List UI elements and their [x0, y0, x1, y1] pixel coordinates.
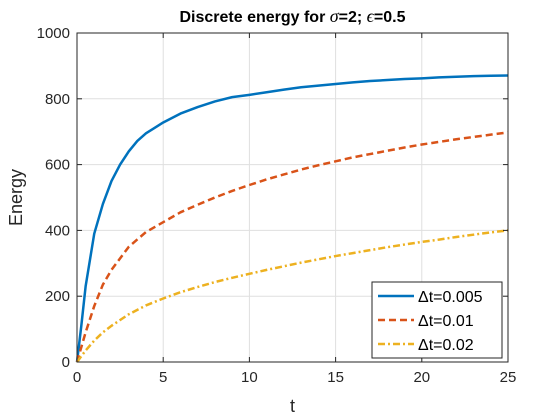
chart-title: Discrete energy for σ=2; ϵ=0.5	[179, 6, 405, 26]
y-tick-label: 0	[62, 354, 70, 371]
x-tick-label: 10	[241, 369, 258, 386]
chart-title-sigma: σ	[330, 6, 340, 26]
axis-ticks: 0 5 10 15 20 25 0 200 400 600 800 1000	[37, 25, 517, 386]
chart-title-prefix: Discrete energy for	[179, 9, 329, 26]
chart-title-suffix: =0.5	[374, 9, 406, 26]
x-tick-label: 5	[159, 369, 167, 386]
x-tick-label: 20	[413, 369, 430, 386]
legend: Δt=0.005 Δt=0.01 Δt=0.02	[371, 281, 503, 359]
y-tick-label: 200	[45, 288, 70, 305]
chart-title-mid: =2;	[339, 9, 367, 26]
series-line	[75, 229, 509, 363]
legend-label: Δt=0.02	[418, 337, 474, 354]
legend-label: Δt=0.005	[418, 289, 483, 306]
series-lines	[75, 74, 509, 363]
y-tick-label: 1000	[37, 25, 70, 42]
x-axis-label: t	[290, 396, 295, 416]
y-tick-label: 800	[45, 91, 70, 108]
chart-title-epsilon: ϵ	[367, 6, 375, 26]
x-tick-label: 25	[500, 369, 517, 386]
x-tick-label: 0	[73, 369, 81, 386]
y-axis-label: Energy	[6, 169, 26, 226]
y-tick-label: 600	[45, 157, 70, 174]
y-tick-label: 400	[45, 222, 70, 239]
plot-area-border	[76, 32, 509, 363]
series-line	[75, 74, 509, 363]
series-line	[75, 131, 509, 363]
x-tick-label: 15	[327, 369, 344, 386]
legend-label: Δt=0.01	[418, 313, 474, 330]
